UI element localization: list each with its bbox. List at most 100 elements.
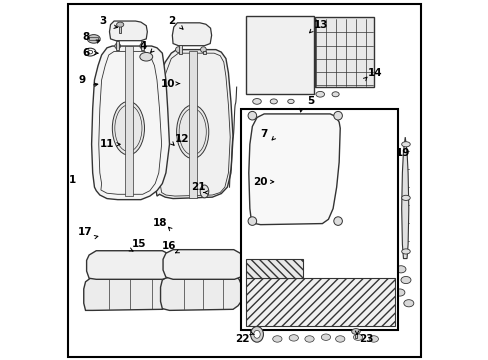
Bar: [189, 51, 197, 198]
Ellipse shape: [289, 255, 295, 259]
Ellipse shape: [304, 256, 311, 260]
Ellipse shape: [353, 334, 362, 341]
Polygon shape: [109, 21, 147, 41]
Ellipse shape: [87, 50, 93, 54]
Ellipse shape: [270, 99, 277, 104]
Ellipse shape: [288, 335, 298, 341]
Polygon shape: [401, 137, 408, 258]
Ellipse shape: [283, 283, 291, 288]
Ellipse shape: [175, 47, 181, 53]
Ellipse shape: [253, 330, 260, 338]
Text: 5: 5: [306, 96, 314, 107]
Ellipse shape: [370, 315, 378, 320]
Ellipse shape: [247, 111, 256, 120]
Polygon shape: [91, 46, 169, 200]
Bar: [203, 51, 206, 54]
Ellipse shape: [250, 327, 263, 342]
Ellipse shape: [333, 217, 342, 225]
Ellipse shape: [354, 283, 362, 288]
Ellipse shape: [315, 91, 324, 97]
Ellipse shape: [140, 53, 152, 61]
Text: 14: 14: [367, 68, 382, 78]
Bar: [246, 258, 303, 278]
Ellipse shape: [395, 266, 405, 273]
Ellipse shape: [333, 111, 342, 120]
Text: 8: 8: [82, 32, 89, 42]
Bar: [241, 109, 397, 330]
Ellipse shape: [401, 195, 409, 201]
Ellipse shape: [315, 315, 323, 320]
Text: 17: 17: [78, 227, 93, 237]
Ellipse shape: [274, 266, 282, 271]
Ellipse shape: [116, 22, 123, 27]
Text: 23: 23: [358, 334, 372, 344]
Text: 19: 19: [395, 148, 410, 158]
Text: 13: 13: [313, 19, 328, 30]
Ellipse shape: [401, 249, 409, 254]
Ellipse shape: [256, 315, 264, 320]
Ellipse shape: [247, 217, 256, 225]
Bar: [89, 37, 98, 40]
Text: 20: 20: [253, 177, 267, 187]
Ellipse shape: [351, 329, 360, 334]
Text: 15: 15: [132, 239, 146, 249]
Polygon shape: [86, 251, 173, 279]
Ellipse shape: [302, 244, 308, 248]
Ellipse shape: [403, 300, 413, 307]
Text: 12: 12: [174, 134, 189, 144]
Ellipse shape: [200, 47, 206, 53]
Bar: [116, 41, 119, 50]
Ellipse shape: [335, 336, 344, 342]
Ellipse shape: [252, 99, 261, 104]
Bar: [354, 332, 357, 338]
Text: 22: 22: [235, 334, 249, 344]
Ellipse shape: [251, 266, 259, 271]
Bar: [141, 41, 143, 50]
Ellipse shape: [347, 260, 353, 264]
Polygon shape: [172, 23, 211, 46]
Text: 18: 18: [153, 218, 167, 228]
Bar: [315, 18, 373, 87]
Ellipse shape: [87, 35, 100, 43]
Ellipse shape: [345, 315, 353, 320]
Bar: [119, 25, 121, 33]
Text: 7: 7: [260, 129, 267, 139]
Ellipse shape: [320, 246, 326, 250]
Polygon shape: [248, 114, 340, 225]
Ellipse shape: [331, 92, 339, 97]
Ellipse shape: [140, 43, 145, 49]
Text: 6: 6: [82, 48, 89, 58]
Text: 1: 1: [68, 175, 76, 185]
Polygon shape: [160, 275, 242, 310]
Polygon shape: [163, 249, 244, 279]
Ellipse shape: [394, 289, 404, 296]
Bar: [124, 46, 132, 196]
Ellipse shape: [321, 334, 330, 341]
Text: 10: 10: [160, 78, 175, 89]
Ellipse shape: [115, 43, 121, 49]
Ellipse shape: [333, 258, 339, 262]
Ellipse shape: [272, 336, 282, 342]
Text: 3: 3: [100, 16, 107, 26]
Ellipse shape: [285, 315, 292, 320]
Ellipse shape: [176, 105, 208, 158]
Ellipse shape: [358, 248, 364, 252]
Text: 16: 16: [162, 241, 176, 251]
Ellipse shape: [304, 336, 313, 342]
Ellipse shape: [287, 99, 294, 104]
Text: 2: 2: [167, 16, 175, 26]
Bar: [179, 45, 181, 54]
Bar: [246, 278, 394, 327]
Polygon shape: [83, 276, 172, 310]
Ellipse shape: [200, 185, 208, 198]
Ellipse shape: [319, 283, 326, 288]
Ellipse shape: [285, 242, 291, 246]
Text: 21: 21: [190, 182, 205, 192]
Bar: [246, 16, 313, 94]
Ellipse shape: [368, 336, 378, 342]
Polygon shape: [153, 50, 233, 199]
Ellipse shape: [275, 253, 281, 257]
Ellipse shape: [112, 102, 144, 155]
Ellipse shape: [319, 257, 325, 261]
Ellipse shape: [400, 276, 410, 284]
